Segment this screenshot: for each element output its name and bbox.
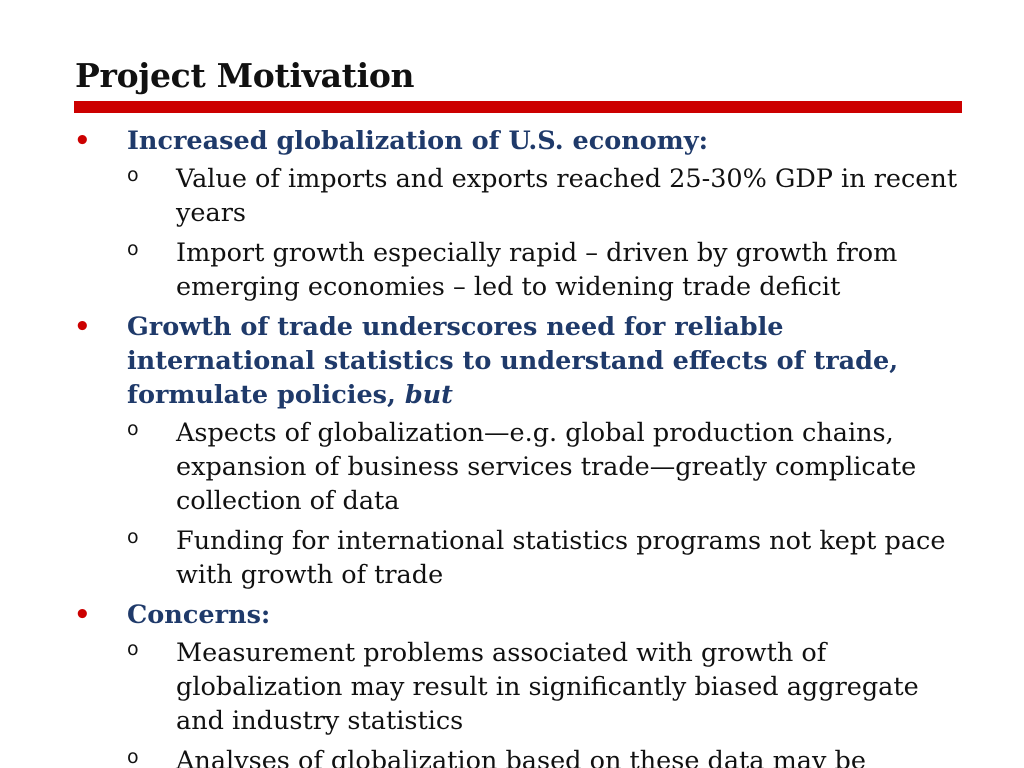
sub-bullet-text: Import growth especially rapid – driven … xyxy=(176,238,898,302)
bullet-item: • Concerns: xyxy=(0,598,1024,632)
sub-bullet-text: Value of imports and exports reached 25-… xyxy=(176,164,958,228)
sub-bullet-item: o Measurement problems associated with g… xyxy=(0,636,1024,738)
bullet-item: • Increased globalization of U.S. econom… xyxy=(0,124,1024,158)
sub-bullet-item: o Analyses of globalization based on the… xyxy=(0,744,1024,768)
sub-bullet-text: Measurement problems associated with gro… xyxy=(176,638,919,736)
bullet-italic-text: but xyxy=(404,380,453,410)
sub-bullet-circle-icon: o xyxy=(127,238,139,260)
bullet-text: Increased globalization of U.S. economy: xyxy=(127,126,709,156)
sub-bullet-text: Funding for international statistics pro… xyxy=(176,526,946,590)
sub-bullet-item: o Import growth especially rapid – drive… xyxy=(0,236,1024,304)
bullet-item: • Growth of trade underscores need for r… xyxy=(0,310,1024,412)
sub-bullet-circle-icon: o xyxy=(127,638,139,660)
sub-bullet-circle-icon: o xyxy=(127,746,139,768)
sub-bullet-circle-icon: o xyxy=(127,164,139,186)
sub-bullet-item: o Aspects of globalization—e.g. global p… xyxy=(0,416,1024,518)
sub-bullet-circle-icon: o xyxy=(127,526,139,548)
sub-bullet-item: o Value of imports and exports reached 2… xyxy=(0,162,1024,230)
slide-body: • Increased globalization of U.S. econom… xyxy=(0,124,1024,768)
title-underline xyxy=(74,101,962,113)
bullet-dot-icon: • xyxy=(74,312,91,342)
slide-title: Project Motivation xyxy=(75,56,415,95)
bullet-text: Concerns: xyxy=(127,600,271,630)
sub-bullet-text: Aspects of globalization—e.g. global pro… xyxy=(176,418,917,516)
sub-bullet-text: Analyses of globalization based on these… xyxy=(176,746,866,768)
bullet-text: Growth of trade underscores need for rel… xyxy=(127,312,899,410)
bullet-dot-icon: • xyxy=(74,126,91,156)
sub-bullet-circle-icon: o xyxy=(127,418,139,440)
bullet-dot-icon: • xyxy=(74,600,91,630)
sub-bullet-item: o Funding for international statistics p… xyxy=(0,524,1024,592)
